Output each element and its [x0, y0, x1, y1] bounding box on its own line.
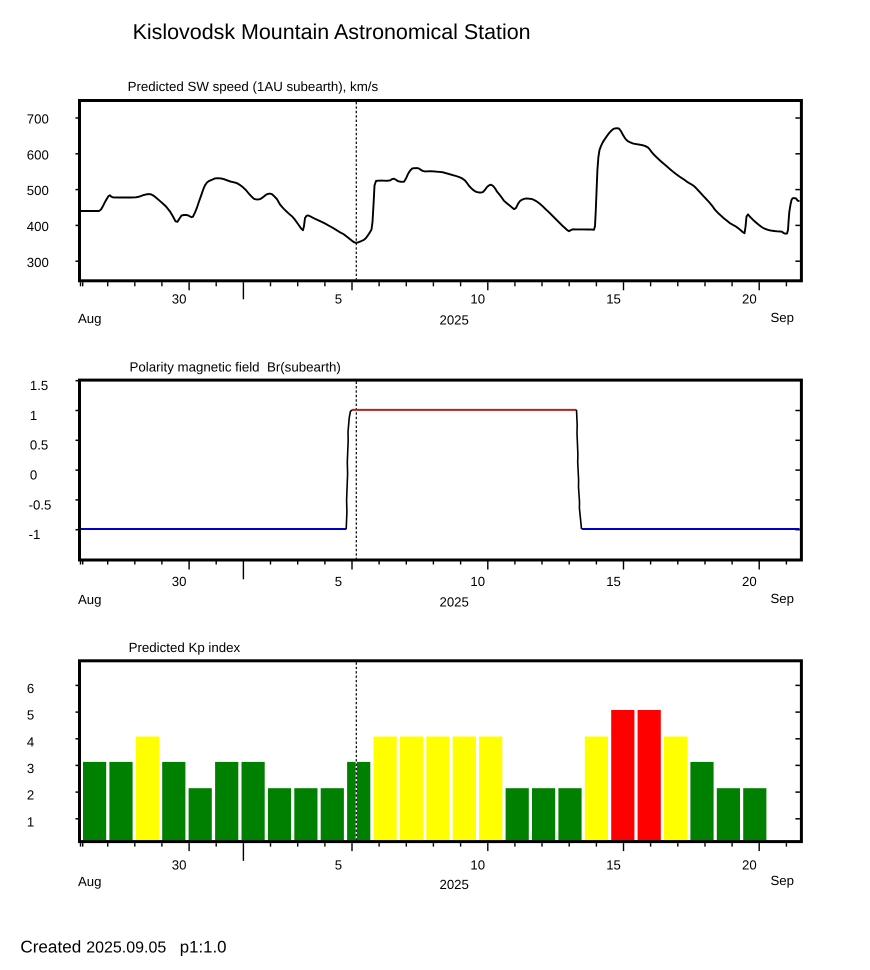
- svg-text:10: 10: [470, 858, 485, 873]
- svg-text:400: 400: [27, 219, 49, 234]
- svg-text:Kislovodsk Mountain Astronomic: Kislovodsk Mountain Astronomical Station: [133, 20, 531, 44]
- svg-text:2025: 2025: [440, 595, 469, 610]
- svg-text:10: 10: [470, 574, 485, 589]
- svg-text:500: 500: [27, 183, 49, 198]
- svg-text:Created: Created: [20, 938, 81, 957]
- svg-text:600: 600: [27, 147, 49, 162]
- svg-text:20: 20: [742, 574, 757, 589]
- svg-text:Predicted Kp index: Predicted Kp index: [129, 640, 241, 655]
- svg-text:1: 1: [30, 408, 37, 423]
- svg-text:Polarity magnetic field Br(su: Polarity magnetic field Br(subearth): [130, 360, 341, 375]
- svg-text:1.5: 1.5: [30, 378, 48, 393]
- svg-text:5: 5: [27, 708, 34, 723]
- svg-text:20: 20: [742, 292, 757, 307]
- svg-text:0: 0: [30, 468, 37, 483]
- svg-text:Aug: Aug: [78, 311, 101, 326]
- svg-text:15: 15: [606, 292, 621, 307]
- svg-text:700: 700: [27, 112, 49, 127]
- svg-text:15: 15: [606, 858, 621, 873]
- svg-text:30: 30: [172, 858, 187, 873]
- svg-text:-0.5: -0.5: [29, 497, 52, 512]
- svg-text:30: 30: [172, 574, 187, 589]
- svg-text:Predicted SW speed (1AU subear: Predicted SW speed (1AU subearth), km/s: [128, 79, 379, 94]
- svg-text:-1: -1: [29, 527, 41, 542]
- svg-text:5: 5: [335, 292, 342, 307]
- svg-text:300: 300: [27, 255, 49, 270]
- svg-text:2025: 2025: [440, 877, 469, 892]
- svg-text:3: 3: [27, 761, 34, 776]
- svg-text:10: 10: [470, 292, 485, 307]
- svg-text:Aug: Aug: [78, 592, 101, 607]
- svg-text:20: 20: [742, 858, 757, 873]
- svg-text:Sep: Sep: [771, 310, 794, 325]
- svg-text:1: 1: [27, 814, 34, 829]
- svg-text:15: 15: [606, 574, 621, 589]
- svg-text:Sep: Sep: [771, 873, 794, 888]
- svg-text:6: 6: [27, 681, 34, 696]
- svg-text:2025.09.05: 2025.09.05: [86, 940, 166, 957]
- svg-text:2025: 2025: [440, 313, 469, 328]
- svg-text:Aug: Aug: [78, 874, 101, 889]
- svg-text:Sep: Sep: [771, 591, 794, 606]
- svg-text:0.5: 0.5: [30, 438, 48, 453]
- svg-text:4: 4: [27, 734, 34, 749]
- svg-text:p1:1.0: p1:1.0: [180, 938, 227, 957]
- svg-text:30: 30: [172, 292, 187, 307]
- svg-text:5: 5: [335, 574, 342, 589]
- svg-text:2: 2: [27, 788, 34, 803]
- svg-text:5: 5: [335, 858, 342, 873]
